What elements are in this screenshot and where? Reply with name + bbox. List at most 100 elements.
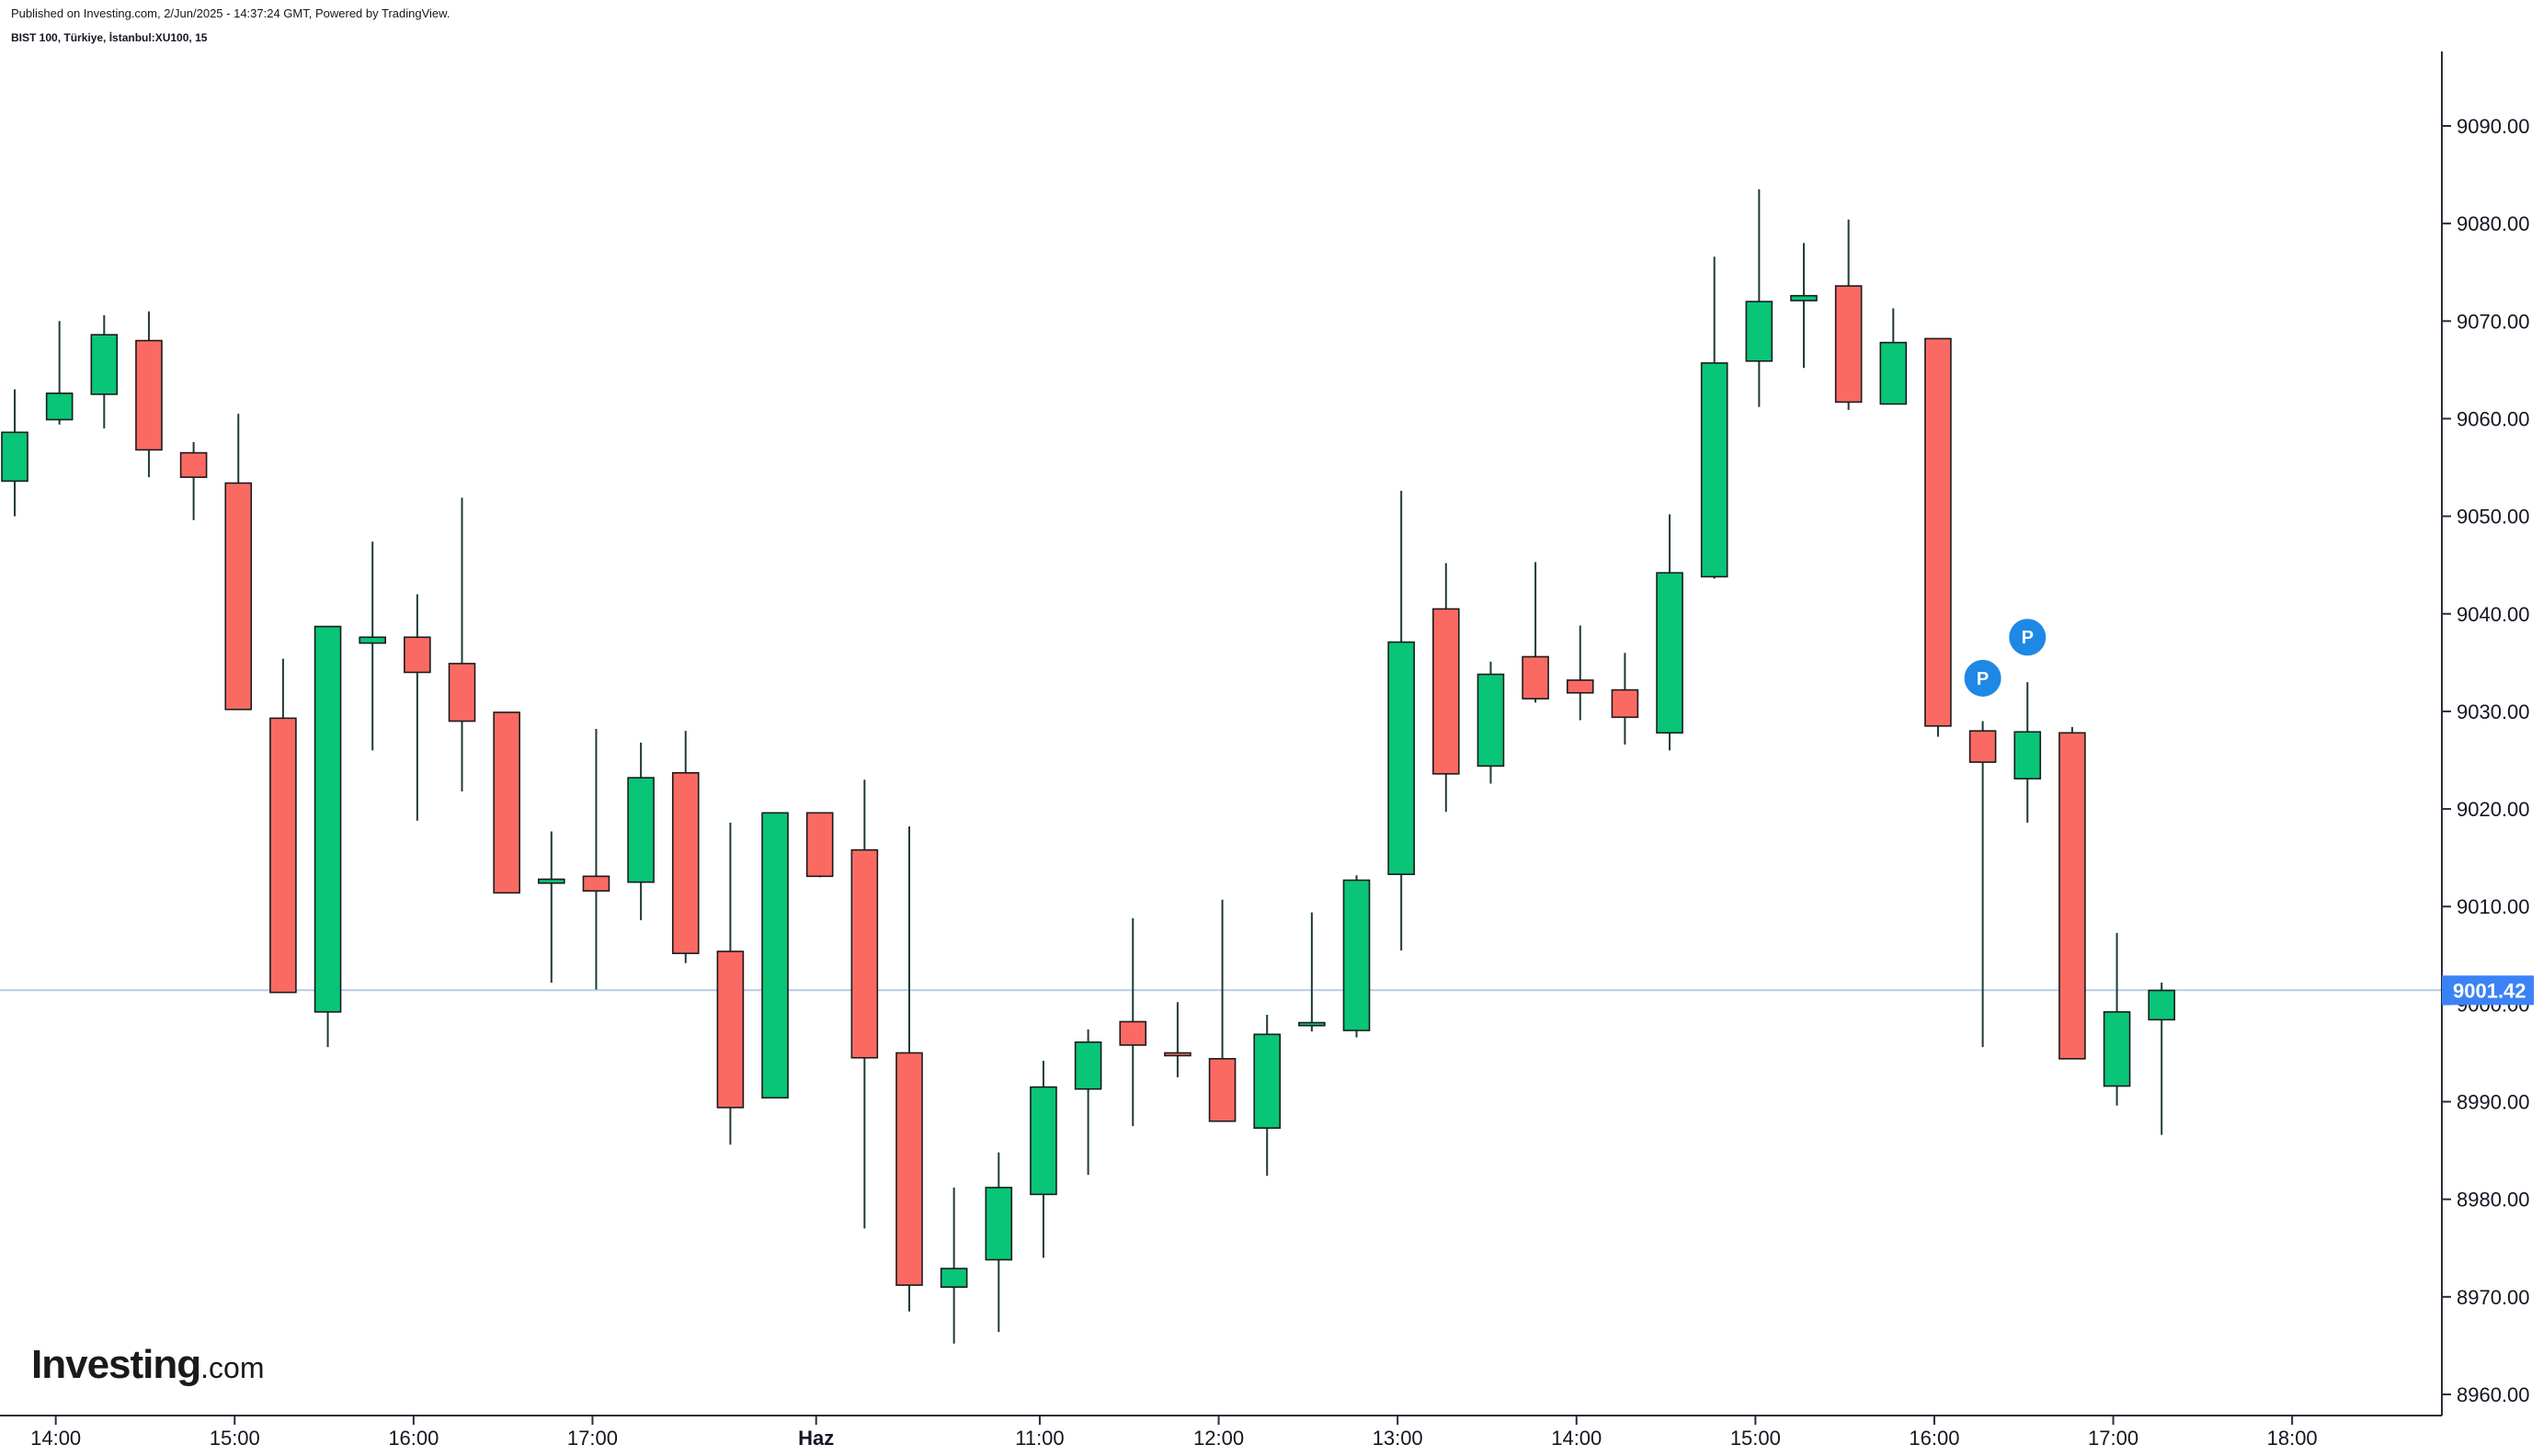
time-tick-label: 14:00 (1551, 1427, 1602, 1450)
time-tick-label: 18:00 (2267, 1427, 2318, 1450)
candle (404, 594, 431, 821)
marker-circle (1964, 659, 2001, 697)
candle-body-up (627, 777, 655, 883)
candle-body-down (1522, 655, 1549, 700)
candle-body-down (224, 482, 253, 711)
time-tick-label: Haz (798, 1427, 834, 1450)
current-price-badge (2442, 975, 2534, 1006)
candle (1477, 661, 1505, 784)
candle-body-down (1208, 1058, 1237, 1122)
markers-layer: PP (1964, 619, 2047, 697)
price-tick-label: 9040.00 (2457, 603, 2530, 626)
candle-body-up (90, 334, 119, 395)
candle (1700, 256, 1728, 579)
candle-body-down (805, 812, 834, 878)
time-axis[interactable]: 14:00 15:00 16:00 17:00 Haz 11:00 12:00 13:00 14… (0, 1415, 2442, 1450)
candle-body-up (45, 392, 74, 421)
candle-body-up (940, 1268, 968, 1289)
price-axis[interactable]: 8960.008970.008980.008990.009000.009010.… (2441, 51, 2530, 1416)
candle (1432, 563, 1460, 813)
split-marker[interactable]: P (2009, 619, 2047, 656)
candle (359, 541, 387, 751)
candle (1164, 1002, 1192, 1077)
candle-body-up (1879, 341, 1908, 405)
candle (716, 822, 745, 1145)
candle (537, 831, 565, 984)
current-price-label: 9001.42 (2442, 975, 2534, 1006)
candle (582, 729, 610, 990)
candle-body-up (314, 625, 342, 1013)
candle-body-down (1611, 688, 1639, 719)
candle-body-up (1656, 572, 1683, 734)
time-tick-label: 15:00 (210, 1427, 260, 1450)
candle-body-up (2013, 731, 2042, 779)
candle (1208, 899, 1237, 1122)
candle-body-up (761, 812, 789, 1099)
split-marker[interactable]: P (1964, 659, 2001, 697)
marker-circle (2009, 619, 2047, 656)
logo-suffix: .com (200, 1351, 265, 1384)
candle-body-down (1834, 285, 1863, 404)
marker-label: P (2022, 628, 2034, 648)
candle (314, 625, 342, 1048)
candle (1566, 625, 1594, 721)
time-tick-label: 16:00 (388, 1427, 439, 1450)
candle (179, 441, 208, 520)
candle-body-up (1387, 641, 1415, 875)
price-tick-label: 8980.00 (2457, 1189, 2530, 1211)
candle (45, 321, 74, 425)
time-tick-label: 15:00 (1730, 1427, 1781, 1450)
candle (1342, 875, 1371, 1038)
price-tick-label: 9070.00 (2457, 310, 2530, 333)
candle (1745, 189, 1773, 407)
candle-body-down (895, 1052, 923, 1286)
price-tick-label: 9050.00 (2457, 506, 2530, 529)
price-tick-label: 9060.00 (2457, 407, 2530, 430)
published-caption: Published on Investing.com, 2/Jun/2025 -… (11, 6, 450, 20)
candle (493, 711, 520, 894)
candle (1119, 917, 1147, 1127)
candle (269, 658, 297, 994)
candle (895, 826, 923, 1312)
candle-body-up (1745, 301, 1773, 362)
time-tick-label: 14:00 (30, 1427, 81, 1450)
candle-body-up (1477, 673, 1505, 768)
candle (1, 389, 29, 517)
candle-body-up (985, 1187, 1013, 1261)
time-tick-label: 11:00 (1015, 1427, 1064, 1450)
candle-body-up (1298, 1021, 1326, 1027)
candle (2058, 726, 2086, 1060)
candle-body-down (493, 711, 520, 894)
investing-logo: Investing .com (31, 1342, 265, 1388)
time-tick-label: 12:00 (1193, 1427, 1244, 1450)
candle-body-down (582, 875, 610, 893)
candle (2013, 682, 2042, 823)
candle (224, 414, 253, 711)
candle (90, 314, 119, 429)
candle-body-up (2148, 989, 2175, 1021)
candle-body-up (537, 878, 565, 884)
candle-body-down (1566, 679, 1594, 694)
candles-layer (1, 189, 2175, 1344)
candle (1253, 1015, 1281, 1177)
candle (1074, 1029, 1102, 1176)
candle-body-down (269, 717, 297, 994)
candle-body-up (359, 636, 387, 644)
candle-body-down (404, 636, 431, 674)
candle (671, 731, 700, 963)
candle (1924, 337, 1952, 737)
candle (940, 1187, 968, 1344)
price-tick-label: 9080.00 (2457, 212, 2530, 235)
candle-body-down (448, 663, 476, 722)
candle-body-down (716, 950, 745, 1109)
symbol-title: BIST 100, Türkiye, İstanbul:XU100, 15 (11, 31, 208, 44)
candle-body-up (1342, 879, 1371, 1031)
candle (761, 812, 789, 1099)
candle (1834, 219, 1863, 410)
candle-body-down (671, 771, 700, 954)
candle (1387, 491, 1415, 950)
candle-body-up (1074, 1041, 1102, 1090)
candle (1879, 308, 1908, 405)
price-tick-label: 8990.00 (2457, 1091, 2530, 1114)
